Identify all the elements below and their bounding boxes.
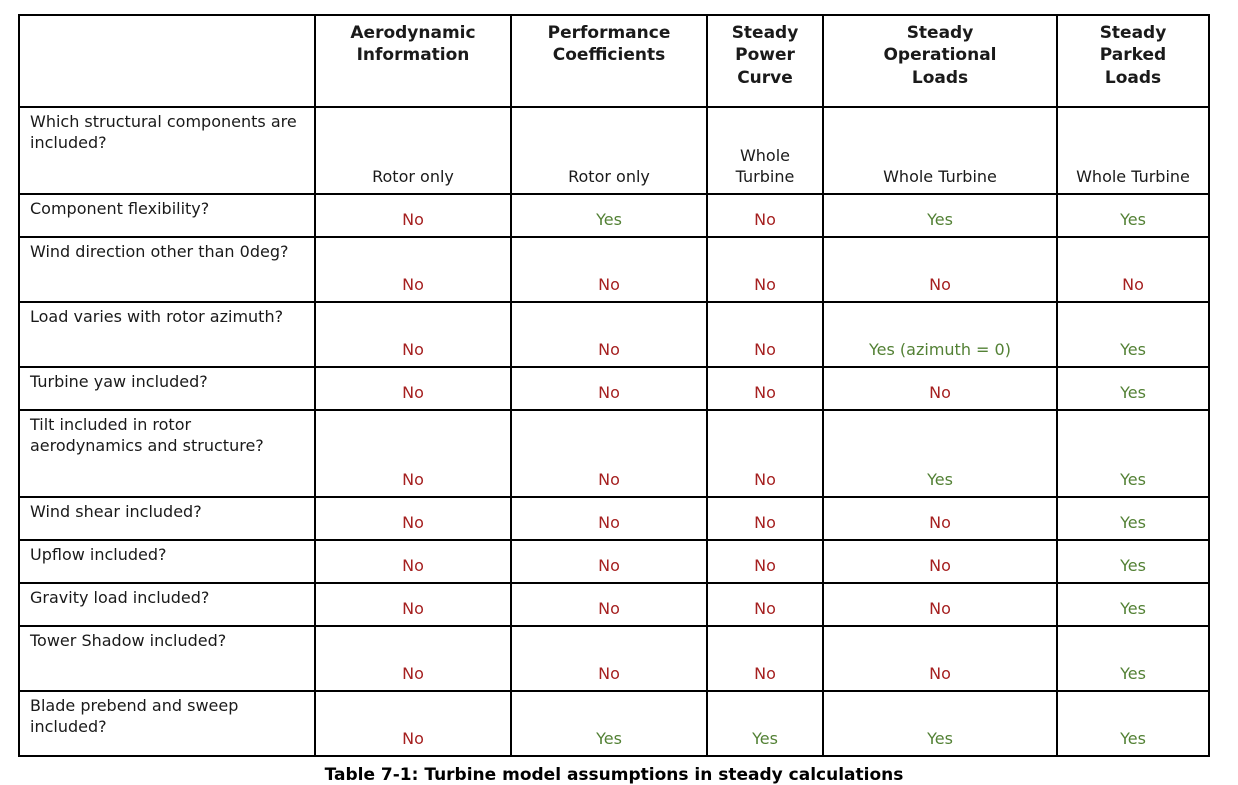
table-cell: No: [706, 496, 824, 541]
table-cell: Whole Turbine: [706, 106, 824, 195]
table-cell: No: [314, 236, 512, 303]
table-row: Gravity load included? No No No No Yes: [18, 582, 1210, 627]
table-cell: No: [314, 193, 512, 238]
header-steady-parked-loads: Steady Parked Loads: [1056, 14, 1210, 108]
table-cell: Yes: [1056, 301, 1210, 368]
table-cell: Rotor only: [510, 106, 708, 195]
row-label: Turbine yaw included?: [18, 366, 316, 411]
table-cell: Yes: [1056, 690, 1210, 757]
table-cell: No: [706, 301, 824, 368]
table-cell: No: [706, 409, 824, 498]
table-cell: No: [314, 582, 512, 627]
table-cell: No: [510, 236, 708, 303]
table-cell: Whole Turbine: [822, 106, 1058, 195]
table-row: Turbine yaw included? No No No No Yes: [18, 366, 1210, 411]
table-cell: Yes: [706, 690, 824, 757]
table-cell: Yes: [822, 690, 1058, 757]
document-page: Aerodynamic Information Performance Coef…: [18, 14, 1210, 785]
table-cell: No: [706, 193, 824, 238]
table-row: Wind direction other than 0deg? No No No…: [18, 236, 1210, 303]
table-cell: Yes: [510, 193, 708, 238]
table-cell: No: [706, 625, 824, 692]
table-cell: No: [314, 366, 512, 411]
row-label: Component flexibility?: [18, 193, 316, 238]
header-steady-power-curve: Steady Power Curve: [706, 14, 824, 108]
table-cell: Yes: [822, 193, 1058, 238]
table-cell: No: [510, 539, 708, 584]
table-row: Upflow included? No No No No Yes: [18, 539, 1210, 584]
table-cell: Rotor only: [314, 106, 512, 195]
table-cell: No: [314, 301, 512, 368]
table-cell: Yes: [1056, 496, 1210, 541]
header-corner-cell: [18, 14, 316, 108]
table-cell: No: [314, 539, 512, 584]
table-cell: No: [822, 496, 1058, 541]
table-cell: Yes: [1056, 539, 1210, 584]
table-cell: No: [706, 236, 824, 303]
row-label: Which structural components are included…: [18, 106, 316, 195]
table-cell: No: [314, 625, 512, 692]
table-cell: Yes (azimuth = 0): [822, 301, 1058, 368]
table-cell: No: [510, 409, 708, 498]
table-row: Tilt included in rotor aerodynamics and …: [18, 409, 1210, 498]
row-label: Load varies with rotor azimuth?: [18, 301, 316, 368]
row-label: Wind shear included?: [18, 496, 316, 541]
table-cell: Yes: [510, 690, 708, 757]
row-label: Tilt included in rotor aerodynamics and …: [18, 409, 316, 498]
row-label: Upflow included?: [18, 539, 316, 584]
table-cell: No: [822, 366, 1058, 411]
header-aerodynamic-information: Aerodynamic Information: [314, 14, 512, 108]
table-cell: No: [314, 690, 512, 757]
table-cell: Yes: [1056, 625, 1210, 692]
table-cell: Yes: [822, 409, 1058, 498]
table-cell: No: [822, 236, 1058, 303]
table-cell: Yes: [1056, 582, 1210, 627]
table-header-row: Aerodynamic Information Performance Coef…: [18, 14, 1210, 108]
table-cell: No: [510, 496, 708, 541]
table-caption: Table 7-1: Turbine model assumptions in …: [324, 765, 904, 785]
table-cell: No: [314, 496, 512, 541]
table-row: Blade prebend and sweep included? No Yes…: [18, 690, 1210, 757]
table-cell: No: [510, 301, 708, 368]
table-cell: Yes: [1056, 409, 1210, 498]
table-cell: Whole Turbine: [1056, 106, 1210, 195]
table-row: Tower Shadow included? No No No No Yes: [18, 625, 1210, 692]
table-cell: No: [822, 625, 1058, 692]
table-row: Load varies with rotor azimuth? No No No…: [18, 301, 1210, 368]
table-cell: Yes: [1056, 193, 1210, 238]
table-cell: No: [822, 539, 1058, 584]
table-cell: No: [510, 582, 708, 627]
table-cell: No: [314, 409, 512, 498]
table-cell: Yes: [1056, 366, 1210, 411]
table-row: Which structural components are included…: [18, 106, 1210, 195]
table-cell: No: [706, 539, 824, 584]
table-cell: No: [706, 582, 824, 627]
table-cell: No: [1056, 236, 1210, 303]
row-label: Gravity load included?: [18, 582, 316, 627]
turbine-assumptions-table: Aerodynamic Information Performance Coef…: [18, 14, 1210, 757]
table-cell: No: [822, 582, 1058, 627]
header-performance-coefficients: Performance Coefficients: [510, 14, 708, 108]
table-row: Wind shear included? No No No No Yes: [18, 496, 1210, 541]
header-steady-operational-loads: Steady Operational Loads: [822, 14, 1058, 108]
table-cell: No: [510, 625, 708, 692]
row-label: Wind direction other than 0deg?: [18, 236, 316, 303]
table-row: Component flexibility? No Yes No Yes Yes: [18, 193, 1210, 238]
row-label: Tower Shadow included?: [18, 625, 316, 692]
row-label: Blade prebend and sweep included?: [18, 690, 316, 757]
table-cell: No: [706, 366, 824, 411]
table-cell: No: [510, 366, 708, 411]
